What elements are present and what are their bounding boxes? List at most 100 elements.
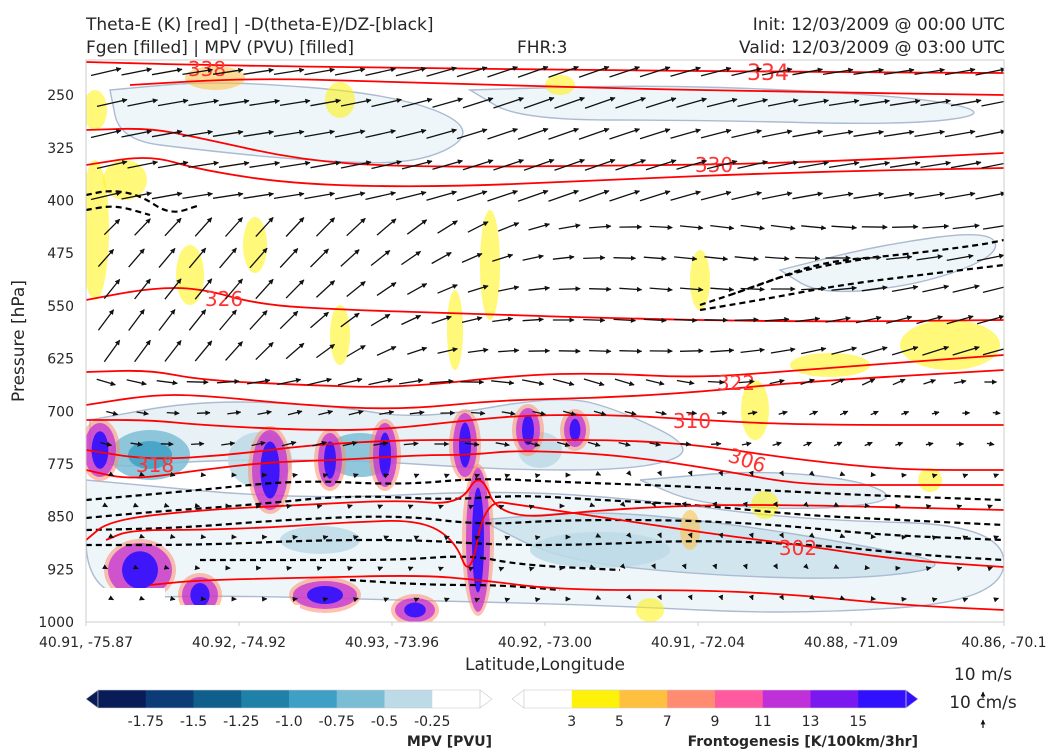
- wind-arrow: [443, 473, 450, 479]
- fgen-region-8: [447, 290, 463, 370]
- wind-arrow: [772, 563, 778, 570]
- wind-arrow: [686, 410, 698, 416]
- wind-arrow: [90, 67, 122, 77]
- wind-arrow: [426, 190, 457, 201]
- mpv-colorbar-swatch: [98, 690, 147, 708]
- wind-arrow: [993, 535, 999, 541]
- wind-arrow: [498, 285, 520, 292]
- wind-arrow: [169, 533, 176, 539]
- wind-arrow: [348, 409, 364, 416]
- wind-arrow: [822, 191, 854, 200]
- wind-arrow: [219, 247, 237, 269]
- wind-arrow: [194, 564, 201, 571]
- y-tick-625: 625: [47, 352, 74, 368]
- wind-arrow: [462, 159, 494, 171]
- wind-arrow: [731, 191, 763, 201]
- mpv-colorbar-swatch: [145, 690, 194, 708]
- wind-arrow: [401, 159, 433, 170]
- wind-arrow: [643, 255, 667, 262]
- wind-arrow: [944, 67, 976, 76]
- fgen-region-0: [86, 160, 109, 300]
- wind-arrow: [993, 597, 999, 603]
- theta-e-contour-3: [86, 157, 1004, 188]
- wind-arrow: [246, 378, 271, 385]
- wind-arrow: [595, 470, 602, 476]
- wind-arrow: [778, 470, 784, 477]
- wind-arrow: [803, 441, 813, 447]
- wind-arrow: [792, 191, 824, 200]
- wind-arrow: [103, 339, 121, 363]
- wind-arrow: [373, 441, 389, 447]
- wind-arrow: [922, 284, 950, 293]
- x-tick-label: 40.86, -70.1: [961, 635, 1046, 651]
- fgen-colorbar-tick: 9: [711, 714, 720, 730]
- wind-arrow: [718, 532, 724, 539]
- wind-arrow: [316, 565, 323, 572]
- wind-arrow: [487, 190, 518, 202]
- wind-arrow: [650, 501, 656, 508]
- fgen-colorbar-extend-low: [511, 689, 525, 709]
- wind-arrow: [528, 504, 535, 510]
- wind-arrow: [376, 346, 397, 356]
- wind-arrow: [128, 248, 145, 268]
- wind-arrow: [166, 410, 180, 416]
- mpv-colorbar-swatch: [432, 690, 481, 708]
- wind-arrow: [944, 191, 976, 200]
- wind-arrow: [808, 470, 815, 476]
- wind-arrow: [495, 441, 510, 447]
- wind-arrow: [801, 286, 827, 292]
- wind-arrow: [96, 98, 128, 108]
- wind-arrow: [981, 100, 1004, 107]
- wind-arrow: [90, 129, 122, 139]
- wind-arrow: [121, 67, 153, 76]
- wind-arrow: [731, 129, 763, 139]
- wind-arrow: [169, 595, 176, 601]
- fgen-region-6: [330, 305, 350, 365]
- x-tick-label: 40.91, -72.04: [651, 635, 745, 651]
- wind-arrow: [578, 189, 610, 202]
- wind-arrow: [548, 127, 579, 140]
- wind-arrow: [395, 190, 427, 201]
- wind-arrow: [501, 410, 516, 416]
- wind-arrow: [700, 66, 732, 77]
- wind-arrow: [831, 346, 858, 355]
- wind-arrow: [340, 312, 360, 328]
- wind-arrow: [734, 317, 759, 323]
- wind-arrow: [778, 410, 788, 416]
- wind-arrow: [467, 347, 489, 354]
- wind-arrow: [952, 345, 980, 356]
- wind-arrow: [674, 317, 698, 323]
- wind-arrow: [346, 280, 366, 298]
- wind-arrow: [992, 410, 1001, 416]
- wind-arrow: [340, 249, 360, 267]
- wind-arrow: [255, 341, 274, 361]
- fgen-core-2: [260, 441, 280, 499]
- wind-arrow: [334, 129, 366, 138]
- wind-arrow: [914, 129, 946, 138]
- wind-arrow: [891, 345, 919, 356]
- wind-arrow: [679, 225, 704, 231]
- wind-arrow: [287, 409, 303, 416]
- wind-arrow: [517, 127, 549, 140]
- wind-arrow: [401, 314, 422, 326]
- wind-arrow: [528, 566, 535, 572]
- wind-arrow: [376, 282, 397, 296]
- wind-arrow: [679, 286, 704, 293]
- wind-arrow: [456, 190, 488, 202]
- wind-arrow: [164, 278, 182, 300]
- wind-arrow: [855, 255, 882, 261]
- wind-arrow: [676, 379, 695, 386]
- wind-arrow: [655, 410, 667, 416]
- wind-arrow: [286, 503, 292, 509]
- wind-arrow: [456, 66, 488, 78]
- wind-arrow: [687, 470, 693, 477]
- wind-arrow: [931, 597, 938, 603]
- theta-e-contour-1: [129, 78, 1004, 96]
- wind-arrow: [528, 285, 551, 291]
- wind-arrow: [406, 219, 428, 235]
- mpv-colorbar-outline: [97, 689, 481, 709]
- x-tick-label: 40.91, -75.87: [39, 635, 133, 651]
- wind-arrow: [931, 473, 938, 479]
- x-tick-label: 40.92, -74.92: [192, 635, 286, 651]
